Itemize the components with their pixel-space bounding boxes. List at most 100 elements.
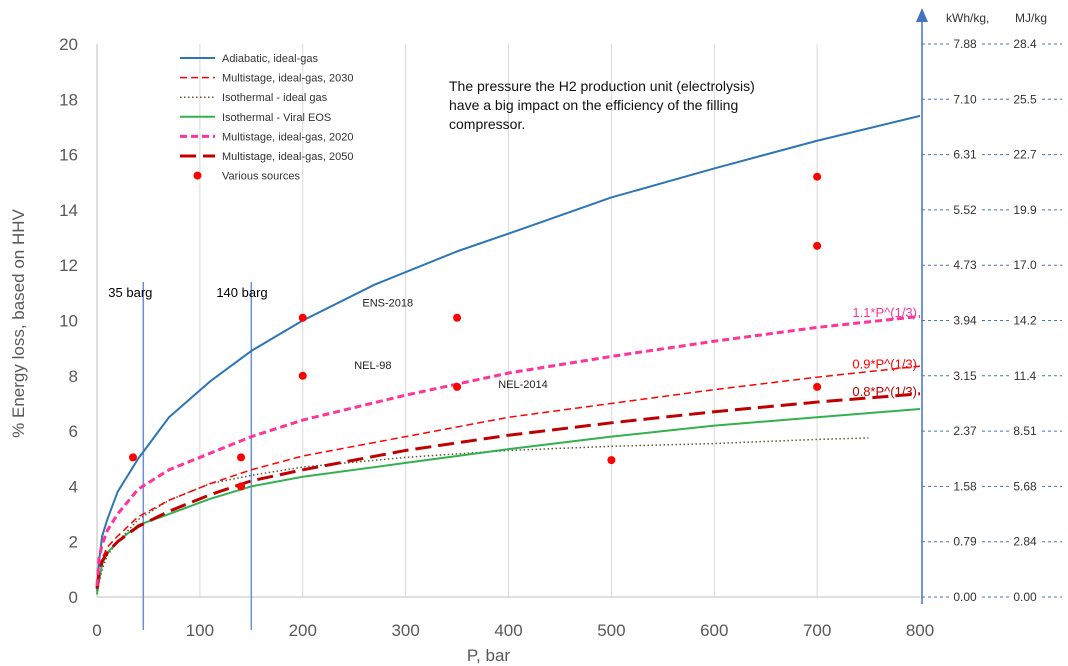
y-tick-label: 16 xyxy=(59,146,78,165)
right-axis-mj-label: 19.9 xyxy=(1013,203,1037,217)
legend-label: Adiabatic, ideal-gas xyxy=(222,53,319,65)
curve-formula-label: 0.8*P^(1/3) xyxy=(852,384,917,399)
right-axis-header-kwh: kWh/kg, xyxy=(946,11,989,25)
x-tick-label: 600 xyxy=(700,621,728,640)
y-tick-label: 12 xyxy=(59,256,78,275)
right-axis-kwh-label: 6.31 xyxy=(953,148,977,162)
x-tick-label: 100 xyxy=(186,621,214,640)
x-tick-label: 0 xyxy=(92,621,101,640)
scatter-point xyxy=(298,313,307,322)
y-tick-label: 0 xyxy=(69,588,78,607)
right-axis-label-bg xyxy=(951,479,980,494)
right-axis-kwh-label: 4.73 xyxy=(953,258,977,272)
y-axis-title: % Energy loss, based on HHV xyxy=(9,209,28,438)
right-axis-label-bg xyxy=(1011,147,1040,162)
right-axis-label-bg xyxy=(951,590,980,604)
right-axis-label-bg xyxy=(951,202,980,217)
right-axis-mj-label: 14.2 xyxy=(1013,314,1037,328)
y-tick-label: 6 xyxy=(69,422,78,441)
right-axis-label-bg xyxy=(1011,534,1040,549)
right-axis-kwh-label: 7.88 xyxy=(953,37,977,51)
legend-label: Multistage, ideal-gas, 2050 xyxy=(222,151,353,163)
y-tick-label: 14 xyxy=(59,201,78,220)
right-axis-mj-label: 28.4 xyxy=(1013,37,1037,51)
right-axis-label-bg xyxy=(1011,368,1039,383)
legend-scatter-marker xyxy=(193,171,202,180)
scatter-point xyxy=(813,382,822,391)
curve-formula-label: 0.9*P^(1/3) xyxy=(852,356,917,371)
right-axis-header-mj: MJ/kg xyxy=(1015,11,1047,25)
right-axis-kwh-label: 3.94 xyxy=(953,314,977,328)
legend-label: Isothermal - Viral EOS xyxy=(222,112,331,124)
scatter-point xyxy=(298,371,307,380)
right-axis-label-bg xyxy=(1011,479,1040,494)
source-label: NEL-2014 xyxy=(498,379,548,391)
x-tick-label: 300 xyxy=(391,621,419,640)
legend-label: Multistage, ideal-gas, 2030 xyxy=(222,73,353,85)
right-axis-kwh-label: 1.58 xyxy=(953,479,977,493)
right-axis-kwh-label: 5.52 xyxy=(953,203,977,217)
source-label: ENS-2018 xyxy=(362,298,413,310)
right-axis-label-bg xyxy=(951,92,980,107)
y-tick-label: 4 xyxy=(69,477,78,496)
x-tick-label: 200 xyxy=(289,621,317,640)
scatter-point xyxy=(237,453,246,462)
annotation-line: have a big impact on the efficiency of t… xyxy=(449,97,738,113)
x-tick-label: 800 xyxy=(906,621,934,640)
series-line-1 xyxy=(96,365,921,589)
right-axis-mj-label: 25.5 xyxy=(1013,92,1037,106)
vertical-marker-label: 140 barg xyxy=(216,285,267,300)
right-axis-label-bg xyxy=(951,534,980,549)
right-axis-arrow xyxy=(916,8,928,22)
legend-label: Various sources xyxy=(222,171,301,183)
vertical-marker-label: 35 barg xyxy=(108,285,152,300)
x-tick-label: 500 xyxy=(597,621,625,640)
y-tick-label: 10 xyxy=(59,312,78,331)
right-axis-mj-label: 8.51 xyxy=(1013,424,1037,438)
right-axis-label-bg xyxy=(1011,92,1040,107)
series-line-2 xyxy=(96,437,869,595)
annotation-line: The pressure the H2 production unit (ele… xyxy=(449,78,755,94)
right-axis-label-bg xyxy=(951,424,980,439)
scatter-point xyxy=(453,313,462,322)
right-axis-label-bg xyxy=(951,37,980,51)
series-line-4 xyxy=(95,314,921,587)
annotation-line: compressor. xyxy=(449,116,525,132)
right-axis-label-bg xyxy=(1011,590,1040,604)
scatter-point xyxy=(237,482,246,491)
right-axis-mj-label: 0.00 xyxy=(1013,590,1037,604)
scatter-point xyxy=(813,241,822,250)
right-axis-kwh-label: 2.37 xyxy=(953,424,977,438)
right-axis-label-bg xyxy=(1011,258,1040,273)
legend-label: Isothermal - ideal gas xyxy=(222,92,328,104)
right-axis-label-bg xyxy=(1011,313,1040,328)
scatter-point xyxy=(453,382,462,391)
source-label: NEL-98 xyxy=(354,360,391,372)
right-axis-label-bg xyxy=(951,313,980,328)
right-axis-kwh-label: 0.00 xyxy=(953,590,977,604)
scatter-point xyxy=(129,453,138,462)
y-tick-label: 2 xyxy=(69,533,78,552)
series-line-0 xyxy=(96,114,921,592)
right-axis-label-bg xyxy=(1011,202,1040,217)
x-tick-label: 700 xyxy=(803,621,831,640)
x-axis-title: P, bar xyxy=(467,646,511,665)
legend-label: Multistage, ideal-gas, 2020 xyxy=(222,131,353,143)
series-line-5 xyxy=(95,392,921,589)
right-axis-label-bg xyxy=(951,258,980,273)
curve-formula-label: 1.1*P^(1/3) xyxy=(852,305,917,320)
y-tick-label: 8 xyxy=(69,367,78,386)
scatter-point xyxy=(607,456,616,465)
right-axis-mj-label: 17.0 xyxy=(1013,258,1037,272)
right-axis-kwh-label: 7.10 xyxy=(953,92,977,106)
right-axis-label-bg xyxy=(1011,424,1040,439)
right-axis-label-bg xyxy=(951,368,980,383)
y-tick-label: 20 xyxy=(59,35,78,54)
right-axis-mj-label: 5.68 xyxy=(1013,479,1037,493)
right-axis-mj-label: 22.7 xyxy=(1013,148,1037,162)
right-axis-mj-label: 11.4 xyxy=(1014,369,1037,383)
scatter-point xyxy=(813,172,822,181)
right-axis-kwh-label: 3.15 xyxy=(953,369,977,383)
